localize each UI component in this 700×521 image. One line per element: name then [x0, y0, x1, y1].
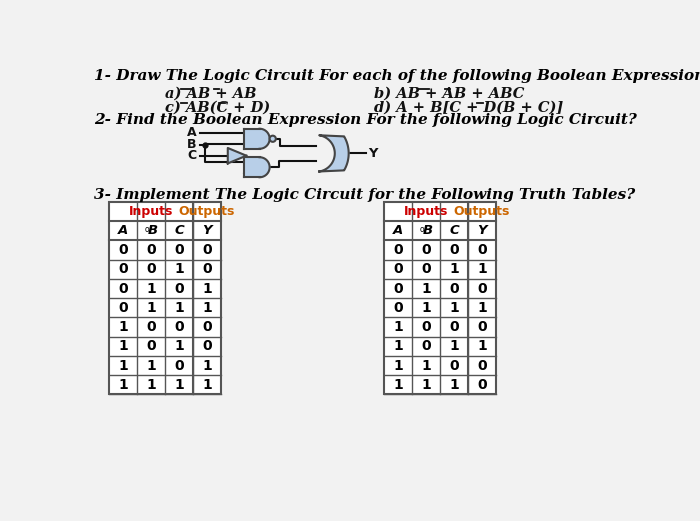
Text: 0: 0 [421, 320, 431, 334]
Text: C: C [449, 224, 459, 237]
Text: Inputs: Inputs [404, 205, 449, 218]
Text: a) AB + AB: a) AB + AB [165, 86, 256, 101]
Text: 1: 1 [146, 378, 156, 392]
Text: 0: 0 [174, 320, 184, 334]
Bar [244, 157, 260, 177]
Text: B: B [188, 139, 197, 152]
Text: 0: 0 [477, 358, 486, 373]
Text: C: C [174, 224, 184, 237]
Text: 0: 0 [393, 281, 403, 295]
Text: 0: 0 [393, 301, 403, 315]
Text: 0: 0 [449, 320, 459, 334]
Text: 1: 1 [421, 378, 431, 392]
Text: 1: 1 [477, 301, 487, 315]
Text: 0: 0 [421, 339, 431, 353]
Text: 1: 1 [118, 378, 128, 392]
Text: 1: 1 [421, 358, 431, 373]
Text: 0: 0 [477, 378, 486, 392]
Text: 1: 1 [118, 339, 128, 353]
Text: C: C [188, 149, 197, 162]
Text: 0: 0 [421, 262, 431, 276]
Text: 0: 0 [477, 281, 486, 295]
Text: 1: 1 [449, 262, 459, 276]
Text: 1: 1 [421, 281, 431, 295]
Text: A: A [118, 224, 128, 237]
Text: 0: 0 [202, 339, 211, 353]
Bar [109, 202, 220, 394]
Text: 0: 0 [421, 243, 431, 257]
Bar [244, 129, 260, 149]
Text: 1- Draw The Logic Circuit For each of the following Boolean Expressions?: 1- Draw The Logic Circuit For each of th… [94, 69, 700, 83]
Text: 1: 1 [449, 339, 459, 353]
Text: Y: Y [202, 224, 211, 237]
Text: o: o [420, 225, 425, 234]
Text: 1: 1 [477, 262, 487, 276]
Text: 1: 1 [118, 358, 128, 373]
Text: 1: 1 [202, 281, 211, 295]
Text: 1: 1 [393, 320, 403, 334]
Text: 1: 1 [449, 301, 459, 315]
Text: Y: Y [477, 224, 486, 237]
Text: 0: 0 [202, 243, 211, 257]
Polygon shape [228, 148, 246, 164]
Text: 1: 1 [202, 378, 211, 392]
Text: 1: 1 [146, 281, 156, 295]
Text: B: B [423, 224, 433, 237]
Text: b) AB + AB + ABC: b) AB + AB + ABC [374, 86, 524, 101]
Text: 0: 0 [118, 301, 128, 315]
Text: 0: 0 [202, 262, 211, 276]
Text: Outputs: Outputs [454, 205, 510, 218]
Text: Outputs: Outputs [178, 205, 235, 218]
Text: 0: 0 [174, 281, 184, 295]
Text: 0: 0 [174, 358, 184, 373]
Text: 1: 1 [477, 339, 487, 353]
Text: 0: 0 [477, 320, 486, 334]
Text: 1: 1 [174, 339, 184, 353]
Text: 1: 1 [393, 378, 403, 392]
Text: 0: 0 [146, 262, 156, 276]
Text: o: o [145, 225, 150, 234]
Text: 1: 1 [449, 378, 459, 392]
Text: A: A [187, 126, 197, 139]
Text: 0: 0 [146, 339, 156, 353]
Text: 1: 1 [202, 358, 211, 373]
Text: c) AB(C + D): c) AB(C + D) [165, 100, 270, 114]
Text: 1: 1 [174, 378, 184, 392]
Text: 0: 0 [146, 320, 156, 334]
Text: 0: 0 [146, 243, 156, 257]
Text: 3- Implement The Logic Circuit for the Following Truth Tables?: 3- Implement The Logic Circuit for the F… [94, 188, 635, 202]
Text: d) A + B[C + D(B + C)]: d) A + B[C + D(B + C)] [374, 100, 564, 114]
Text: 0: 0 [118, 262, 128, 276]
Polygon shape [260, 129, 270, 149]
Text: 2- Find the Boolean Expression For the following Logic Circuit?: 2- Find the Boolean Expression For the f… [94, 114, 636, 127]
Text: 0: 0 [174, 243, 184, 257]
Text: 0: 0 [449, 243, 459, 257]
Polygon shape [319, 135, 349, 171]
Text: A: A [393, 224, 403, 237]
Text: 1: 1 [393, 339, 403, 353]
Text: 0: 0 [393, 262, 403, 276]
Text: 1: 1 [421, 301, 431, 315]
Text: 1: 1 [146, 301, 156, 315]
Text: 1: 1 [202, 301, 211, 315]
Text: 1: 1 [146, 358, 156, 373]
Text: 0: 0 [477, 243, 486, 257]
Text: Inputs: Inputs [129, 205, 173, 218]
Circle shape [270, 135, 276, 142]
Text: 0: 0 [202, 320, 211, 334]
Text: 0: 0 [449, 281, 459, 295]
Text: 0: 0 [118, 243, 128, 257]
Polygon shape [260, 157, 270, 177]
Text: Y: Y [368, 147, 377, 160]
Text: B: B [148, 224, 158, 237]
Text: 1: 1 [174, 262, 184, 276]
Text: 0: 0 [118, 281, 128, 295]
Text: 1: 1 [174, 301, 184, 315]
Text: 1: 1 [118, 320, 128, 334]
Bar [384, 202, 496, 394]
Text: 0: 0 [393, 243, 403, 257]
Text: 0: 0 [449, 358, 459, 373]
Text: 1: 1 [393, 358, 403, 373]
